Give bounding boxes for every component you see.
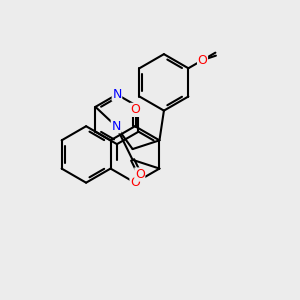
Text: O: O [130, 176, 140, 189]
Text: N: N [112, 88, 122, 101]
Text: O: O [130, 103, 140, 116]
Text: O: O [198, 54, 208, 67]
Text: O: O [135, 168, 145, 181]
Text: N: N [111, 120, 121, 133]
